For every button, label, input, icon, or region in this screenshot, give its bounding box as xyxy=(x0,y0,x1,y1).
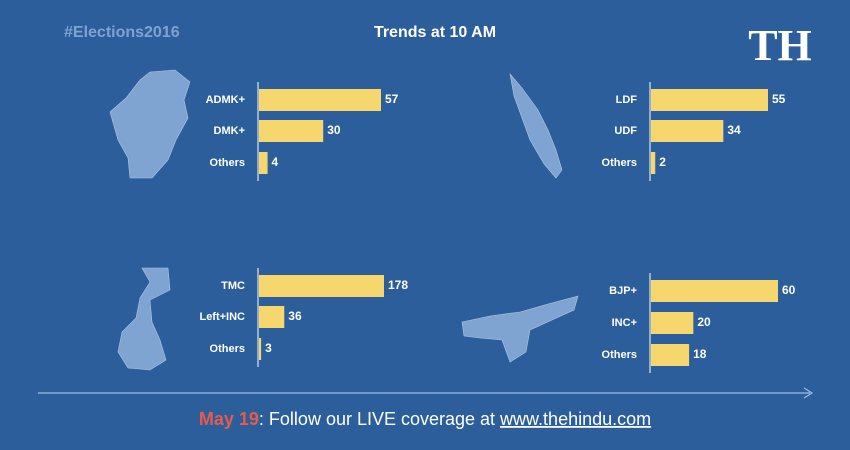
value-label: 178 xyxy=(388,278,408,292)
divider-arrow xyxy=(803,387,814,399)
hashtag: #Elections2016 xyxy=(64,24,180,41)
category-label: Left+INC xyxy=(199,311,245,323)
bar xyxy=(651,312,694,334)
value-label: 18 xyxy=(693,347,707,361)
footer-text: : Follow our LIVE coverage at xyxy=(259,409,500,429)
west-bengal-map xyxy=(117,267,171,371)
category-label: LDF xyxy=(616,94,638,106)
category-label: BJP+ xyxy=(609,285,637,297)
logo: TH xyxy=(748,21,812,70)
bar xyxy=(651,280,778,302)
tamil-nadu-map xyxy=(109,69,191,179)
title: Trends at 10 AM xyxy=(374,24,496,41)
footer: May 19: Follow our LIVE coverage at www.… xyxy=(199,409,651,429)
category-label: TMC xyxy=(221,280,245,292)
value-label: 4 xyxy=(272,155,279,169)
assam-map xyxy=(461,295,579,363)
category-label: Others xyxy=(210,157,245,169)
bar xyxy=(259,306,285,328)
value-label: 36 xyxy=(288,309,302,323)
bar xyxy=(259,152,268,174)
category-label: UDF xyxy=(614,125,637,137)
category-label: Others xyxy=(602,157,637,169)
bar xyxy=(259,89,381,111)
category-label: DMK+ xyxy=(214,125,245,137)
category-label: Others xyxy=(210,343,245,355)
footer-link[interactable]: www.thehindu.com xyxy=(499,409,651,429)
bar xyxy=(651,344,690,366)
category-label: Others xyxy=(602,349,637,361)
value-label: 30 xyxy=(327,123,341,137)
value-label: 34 xyxy=(727,123,741,137)
category-label: ADMK+ xyxy=(206,94,245,106)
value-label: 60 xyxy=(782,283,796,297)
bar xyxy=(259,275,384,297)
category-label: INC+ xyxy=(612,317,637,329)
kerala-map xyxy=(509,72,563,179)
bar xyxy=(651,152,656,174)
value-label: 20 xyxy=(697,315,711,329)
value-label: 57 xyxy=(385,92,399,106)
value-label: 55 xyxy=(772,92,786,106)
bar xyxy=(651,120,724,142)
footer-date: May 19 xyxy=(199,409,259,429)
value-label: 2 xyxy=(659,155,666,169)
bar xyxy=(259,338,262,360)
bar xyxy=(651,89,768,111)
value-label: 3 xyxy=(265,341,272,355)
bar xyxy=(259,120,324,142)
